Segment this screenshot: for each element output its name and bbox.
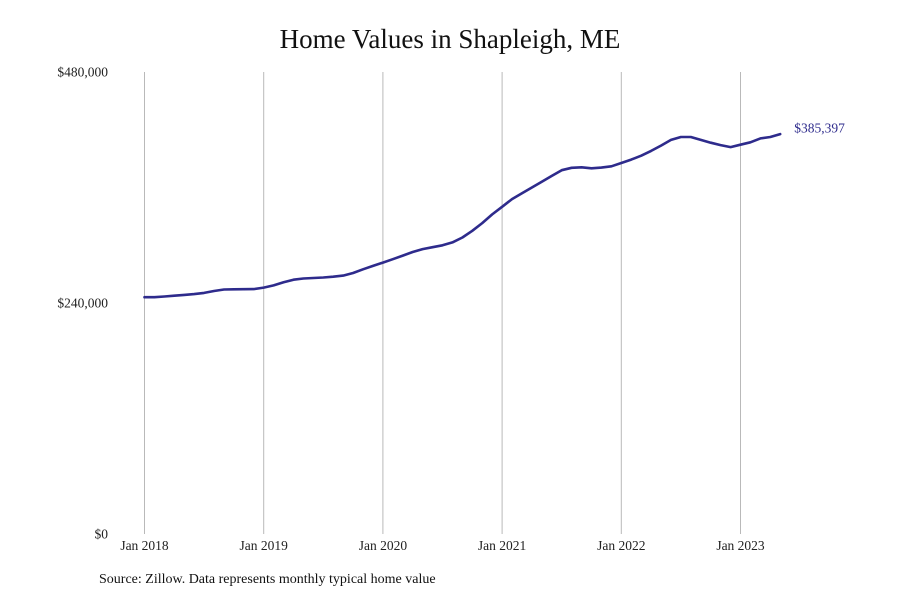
series-line (143, 132, 782, 299)
series-layer (143, 132, 782, 299)
x-tick-label: Jan 2019 (240, 538, 289, 553)
x-tick-label: Jan 2022 (597, 538, 645, 553)
end-value-label: $385,397 (794, 121, 845, 136)
y-axis-tick-labels: $0 $240,000 $480,000 (57, 65, 108, 542)
grid-lines (144, 72, 741, 534)
y-tick-label: $240,000 (57, 296, 108, 311)
data-label-layer: $385,397 (794, 121, 845, 136)
x-tick-label: Jan 2023 (716, 538, 765, 553)
x-tick-label: Jan 2020 (359, 538, 408, 553)
y-tick-label: $0 (95, 527, 109, 542)
source-note: Source: Zillow. Data represents monthly … (99, 572, 436, 587)
y-tick-label: $480,000 (57, 65, 108, 80)
x-tick-label: Jan 2021 (478, 538, 526, 553)
chart-title: Home Values in Shapleigh, ME (279, 24, 621, 54)
x-tick-label: Jan 2018 (120, 538, 169, 553)
x-axis-tick-labels: Jan 2018 Jan 2019 Jan 2020 Jan 2021 Jan 2022… (120, 538, 765, 553)
